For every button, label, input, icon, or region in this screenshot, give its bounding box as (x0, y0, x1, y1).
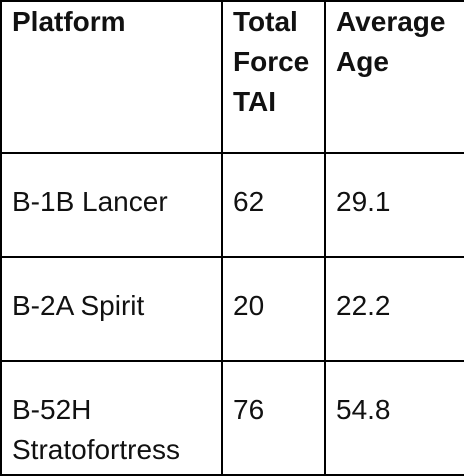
table-cell: 20 (221, 256, 326, 362)
header-row: Platform Total Force TAI Average Age (0, 0, 464, 154)
header-cell: Platform (0, 0, 223, 154)
header-cell: Average Age (324, 0, 464, 154)
header-cell: Total Force TAI (221, 0, 326, 154)
table-cell: 22.2 (324, 256, 464, 362)
table-cell: 62 (221, 152, 326, 258)
table-row: B-1B Lancer 62 29.1 (0, 152, 464, 258)
table-body: B-1B Lancer 62 29.1 B-2A Spirit 20 22.2 B-52H … (0, 152, 464, 476)
table-cell: B-1B Lancer (0, 152, 223, 258)
table-cell: 54.8 (324, 360, 464, 476)
table-row: B-2A Spirit 20 22.2 (0, 256, 464, 362)
table-row: B-52H Stratofortress 76 54.8 (0, 360, 464, 476)
table-cell: 29.1 (324, 152, 464, 258)
table-cell: B-2A Spirit (0, 256, 223, 362)
table-cell: B-52H Stratofortress (0, 360, 223, 476)
table-cell: 76 (221, 360, 326, 476)
